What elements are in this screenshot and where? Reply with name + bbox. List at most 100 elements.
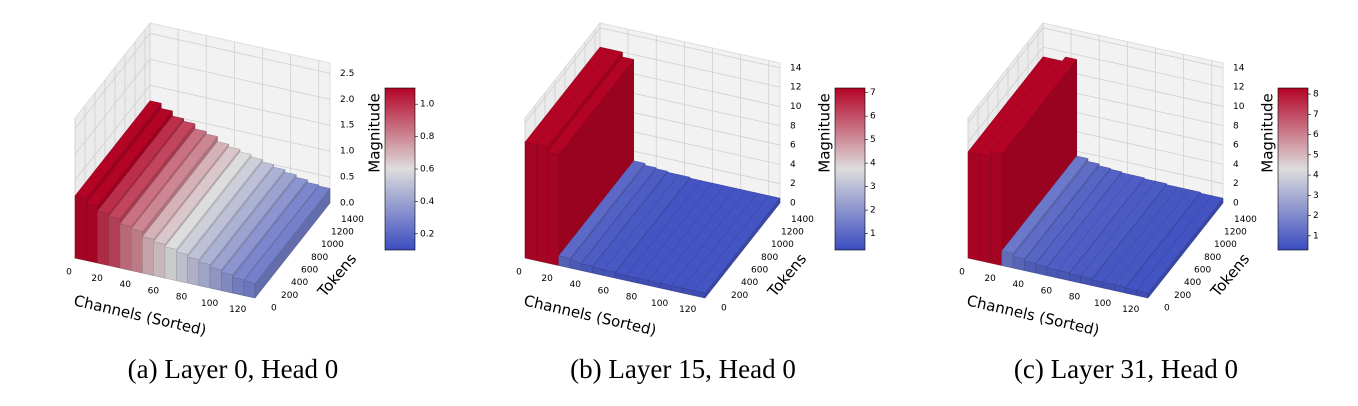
y-tick-label: 1400	[341, 215, 364, 225]
grid-line	[524, 27, 781, 124]
z-tick-label: 0.0	[340, 199, 355, 209]
strip-front	[547, 151, 559, 266]
strip-front	[569, 259, 582, 271]
strip-front	[990, 151, 1002, 266]
grid-line	[967, 46, 1224, 143]
x-tick-label: 120	[229, 305, 246, 315]
z-tick-label: 0	[1233, 199, 1239, 209]
strip-front	[187, 256, 199, 286]
strip-front	[1024, 260, 1036, 274]
colorbar-tick-label: 5	[870, 135, 876, 145]
z-tick-label: 6	[1233, 141, 1239, 151]
z-tick-label: 8	[790, 121, 796, 131]
grid-line	[74, 58, 331, 155]
y-tick-label: 0	[1164, 304, 1170, 314]
surface-strip	[243, 185, 331, 299]
colorbar-tick-label: 4	[1313, 171, 1319, 181]
x-tick-label: 40	[1013, 280, 1025, 290]
strip-front	[1114, 284, 1126, 294]
strip-front	[1012, 256, 1025, 271]
x-tick-label: 120	[679, 305, 696, 315]
caption: (b) Layer 15, Head 0	[570, 354, 796, 384]
z-tick-label: 1.0	[340, 147, 355, 157]
colorbar-tick-label: 4	[870, 159, 876, 169]
y-tick-label: 600	[751, 266, 768, 276]
y-tick-label: 200	[1174, 291, 1191, 301]
x-tick-label: 20	[984, 274, 996, 284]
surface-strip	[1136, 195, 1224, 299]
x-tick-label: 60	[148, 286, 160, 296]
y-tick-label: 800	[761, 253, 778, 263]
colorbar-tick-label: 5	[1313, 150, 1319, 160]
colorbar-tick-label: 0.2	[420, 229, 434, 239]
colorbar-tick-label: 7	[870, 88, 876, 98]
y-tick-label: 600	[1194, 266, 1211, 276]
x-tick-label: 0	[66, 268, 72, 278]
strip-front	[209, 266, 222, 291]
x-tick-label: 100	[651, 299, 668, 309]
strip-front	[142, 236, 154, 276]
strip-front	[1080, 275, 1092, 286]
z-axis-label: Magnitude	[816, 93, 834, 172]
y-tick-label: 400	[1184, 278, 1201, 288]
y-tick-label: 1200	[331, 228, 354, 238]
colorbar-tick-label: 3	[1313, 191, 1319, 201]
colorbar	[834, 87, 866, 251]
x-tick-label: 80	[626, 293, 638, 303]
colorbar-tick-label: 8	[1313, 90, 1319, 100]
y-tick-label: 800	[311, 253, 328, 263]
strip-front	[1001, 250, 1014, 269]
x-tick-label: 100	[1094, 299, 1111, 309]
strip-front	[97, 210, 109, 266]
strip-front	[164, 246, 177, 281]
strip-front	[131, 228, 143, 274]
strip-front	[198, 261, 211, 289]
y-tick-label: 1000	[1214, 240, 1237, 250]
colorbar-tick-label: 2	[870, 206, 876, 216]
strip-front	[536, 144, 548, 264]
z-tick-label: 4	[1233, 160, 1239, 170]
y-tick-label: 200	[281, 291, 298, 301]
strip-front	[693, 290, 706, 299]
z-tick-label: 12	[1233, 83, 1244, 93]
strip-front	[603, 269, 616, 279]
colorbar	[1277, 87, 1309, 251]
y-tick-label: 0	[721, 304, 727, 314]
z-tick-label: 2.5	[340, 69, 354, 79]
y-tick-label: 1200	[1224, 228, 1247, 238]
colorbar-tick-label: 7	[1313, 110, 1319, 120]
strip-front	[979, 153, 991, 264]
x-tick-label: 0	[959, 268, 965, 278]
strip-front	[221, 272, 233, 294]
strip-front	[1057, 269, 1070, 281]
grid-line	[74, 32, 331, 129]
strip-front	[581, 263, 593, 274]
x-tick-label: 80	[1069, 293, 1081, 303]
x-axis-label: Channels (Sorted)	[965, 292, 1101, 340]
z-tick-label: 10	[1233, 102, 1245, 112]
colorbar-tick-label: 0.6	[420, 165, 435, 175]
z-tick-label: 0.5	[340, 173, 354, 183]
x-tick-label: 100	[201, 299, 218, 309]
colorbar-tick-label: 6	[1313, 130, 1319, 140]
strip-front	[558, 255, 571, 269]
x-tick-label: 60	[598, 286, 610, 296]
z-axis-label: Magnitude	[1259, 93, 1277, 172]
surface-strip	[547, 56, 635, 267]
z-tick-label: 0	[790, 199, 796, 209]
strip-front	[108, 215, 121, 269]
y-tick-label: 1200	[781, 228, 804, 238]
colorbar-tick-label: 3	[870, 182, 876, 192]
y-tick-label: 1400	[791, 215, 814, 225]
colorbar-tick-label: 1	[1313, 231, 1319, 241]
y-tick-label: 1400	[1234, 215, 1257, 225]
colorbar-tick-label: 1	[870, 229, 876, 239]
grid-line	[967, 27, 1224, 124]
colorbar-tick-label: 2	[1313, 211, 1319, 221]
colorbar-tick-label: 6	[870, 112, 876, 122]
x-tick-label: 0	[516, 268, 522, 278]
caption: (c) Layer 31, Head 0	[1014, 354, 1238, 384]
